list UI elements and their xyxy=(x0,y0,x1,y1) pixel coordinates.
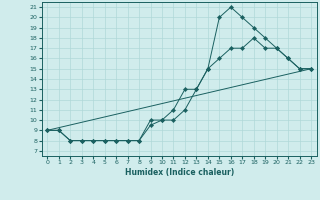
X-axis label: Humidex (Indice chaleur): Humidex (Indice chaleur) xyxy=(124,168,234,177)
